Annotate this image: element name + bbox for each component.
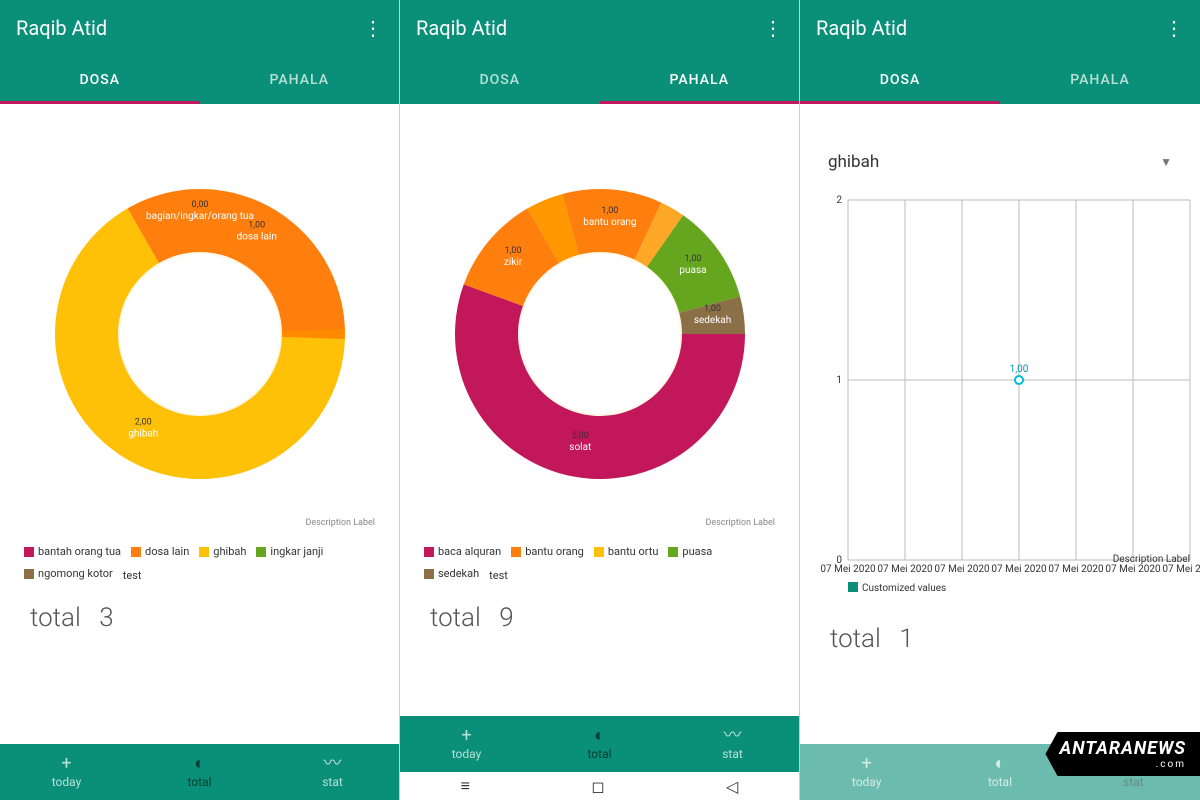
- svg-text:bagian/ingkar/orang tua: bagian/ingkar/orang tua: [146, 211, 254, 222]
- line-svg: 01207 Mei 202007 Mei 202007 Mei 202007 M…: [820, 190, 1200, 610]
- plus-icon: +: [461, 727, 471, 745]
- total-row: total 9: [410, 593, 789, 647]
- donut-svg: 2,00ghibah 1,00dosa lain 0,00bagian/ingkar…: [20, 124, 380, 524]
- back-icon[interactable]: ◁: [726, 777, 738, 796]
- pie-icon: ◐: [995, 755, 1006, 773]
- svg-text:Description Label: Description Label: [1113, 554, 1190, 565]
- nav-total[interactable]: ◐total: [533, 716, 666, 772]
- tab-bar: DOSA PAHALA: [400, 56, 799, 104]
- donut-chart-2: 5,00solat1,00zikir1,00bantu orang1,00pua…: [410, 114, 789, 534]
- total-label: total: [30, 603, 81, 633]
- tab-pahala[interactable]: PAHALA: [1000, 56, 1200, 104]
- total-row: total 3: [10, 593, 389, 647]
- chart-area: 5,00solat1,00zikir1,00bantu orang1,00pua…: [400, 104, 799, 716]
- svg-text:07 Mei 2020: 07 Mei 2020: [1162, 564, 1200, 575]
- plus-icon: +: [61, 755, 71, 773]
- svg-text:Customized values: Customized values: [862, 583, 946, 594]
- watermark: ANTARANEWS .com: [1045, 732, 1200, 776]
- watermark-sub: .com: [1059, 759, 1186, 770]
- screen-pahala-donut: Raqib Atid ⋮ DOSA PAHALA 5,00solat1,00zi…: [400, 0, 800, 800]
- svg-text:07 Mei 2020: 07 Mei 2020: [934, 564, 990, 575]
- tab-pahala[interactable]: PAHALA: [200, 56, 400, 104]
- dropdown-value: ghibah: [828, 152, 879, 172]
- svg-text:1,00: 1,00: [704, 304, 721, 314]
- line-chart: 01207 Mei 202007 Mei 202007 Mei 202007 M…: [820, 190, 1180, 610]
- pie-icon: ◐: [594, 727, 605, 745]
- svg-text:07 Mei 2020: 07 Mei 2020: [877, 564, 933, 575]
- more-vert-icon[interactable]: ⋮: [763, 18, 783, 38]
- total-row: total 1: [810, 614, 1190, 668]
- appbar: Raqib Atid ⋮: [800, 0, 1200, 56]
- svg-text:1,00: 1,00: [504, 246, 521, 256]
- tab-dosa[interactable]: DOSA: [800, 56, 1000, 104]
- description-label: Description Label: [705, 518, 775, 528]
- tab-bar: DOSA PAHALA: [0, 56, 399, 104]
- svg-text:07 Mei 2020: 07 Mei 2020: [820, 564, 876, 575]
- nav-stat[interactable]: 〰stat: [266, 744, 399, 800]
- chart-area: 2,00ghibah 1,00dosa lain 0,00bagian/ingkar…: [0, 104, 399, 744]
- trend-icon: 〰: [324, 755, 342, 773]
- nav-today[interactable]: +today: [800, 744, 933, 800]
- total-value: 9: [499, 603, 513, 633]
- svg-text:sedekah: sedekah: [693, 315, 730, 326]
- legend-2: baca alquranbantu orangbantu ortupuasase…: [410, 534, 789, 593]
- svg-text:5,00: 5,00: [571, 431, 588, 441]
- pie-icon: ◐: [194, 755, 205, 773]
- nav-today[interactable]: +today: [0, 744, 133, 800]
- recent-icon[interactable]: ≡: [461, 776, 470, 796]
- screen-dosa-donut: Raqib Atid ⋮ DOSA PAHALA 2,00ghibah 1,00d…: [0, 0, 400, 800]
- svg-text:ghibah: ghibah: [128, 428, 158, 439]
- bottom-nav: +today ◐total 〰stat: [0, 744, 399, 800]
- appbar: Raqib Atid ⋮: [0, 0, 399, 56]
- svg-text:bantu orang: bantu orang: [583, 217, 636, 228]
- app-title: Raqib Atid: [16, 16, 107, 40]
- svg-text:dosa lain: dosa lain: [236, 232, 276, 243]
- svg-text:1,00: 1,00: [1010, 364, 1029, 375]
- tab-bar: DOSA PAHALA: [800, 56, 1200, 104]
- svg-text:1,00: 1,00: [684, 254, 701, 264]
- svg-text:1: 1: [836, 375, 842, 386]
- category-dropdown[interactable]: ghibah ▼: [824, 144, 1176, 180]
- svg-text:07 Mei 2020: 07 Mei 2020: [991, 564, 1047, 575]
- trend-icon: 〰: [724, 727, 742, 745]
- svg-text:zikir: zikir: [503, 257, 522, 268]
- more-vert-icon[interactable]: ⋮: [363, 18, 383, 38]
- legend-1: bantah orang tuadosa lainghibahingkar ja…: [10, 534, 389, 593]
- svg-text:1,00: 1,00: [601, 206, 618, 216]
- svg-text:puasa: puasa: [679, 265, 706, 276]
- svg-text:1,00: 1,00: [248, 221, 265, 231]
- tab-pahala[interactable]: PAHALA: [600, 56, 800, 104]
- bottom-nav: +today ◐total 〰stat: [400, 716, 799, 772]
- nav-stat[interactable]: 〰stat: [666, 716, 799, 772]
- total-value: 3: [99, 603, 113, 633]
- system-nav: ≡ ◻ ◁: [400, 772, 799, 800]
- donut-chart-1: 2,00ghibah 1,00dosa lain 0,00bagian/ingkar…: [10, 114, 389, 534]
- total-value: 1: [899, 624, 913, 654]
- appbar: Raqib Atid ⋮: [400, 0, 799, 56]
- description-label: Description Label: [305, 518, 375, 528]
- svg-text:07 Mei 2020: 07 Mei 2020: [1048, 564, 1104, 575]
- chevron-down-icon: ▼: [1160, 155, 1172, 169]
- watermark-main: ANTARANEWS: [1059, 738, 1186, 759]
- svg-text:solat: solat: [569, 442, 591, 453]
- chart-area: ghibah ▼ 01207 Mei 202007 Mei 202007 Mei…: [800, 104, 1200, 744]
- total-label: total: [430, 603, 481, 633]
- svg-text:2: 2: [836, 195, 842, 206]
- donut-svg: 5,00solat1,00zikir1,00bantu orang1,00pua…: [420, 124, 780, 524]
- tab-dosa[interactable]: DOSA: [400, 56, 600, 104]
- svg-text:2,00: 2,00: [134, 417, 151, 427]
- nav-total[interactable]: ◐total: [133, 744, 266, 800]
- screen-stat-line: Raqib Atid ⋮ DOSA PAHALA ghibah ▼ 01207 …: [800, 0, 1200, 800]
- tab-dosa[interactable]: DOSA: [0, 56, 200, 104]
- svg-text:07 Mei 2020: 07 Mei 2020: [1105, 564, 1161, 575]
- total-label: total: [830, 624, 881, 654]
- app-title: Raqib Atid: [416, 16, 507, 40]
- nav-today[interactable]: +today: [400, 716, 533, 772]
- plus-icon: +: [862, 755, 872, 773]
- home-icon[interactable]: ◻: [591, 777, 604, 796]
- more-vert-icon[interactable]: ⋮: [1164, 18, 1184, 38]
- svg-text:0,00: 0,00: [191, 200, 208, 210]
- app-title: Raqib Atid: [816, 16, 907, 40]
